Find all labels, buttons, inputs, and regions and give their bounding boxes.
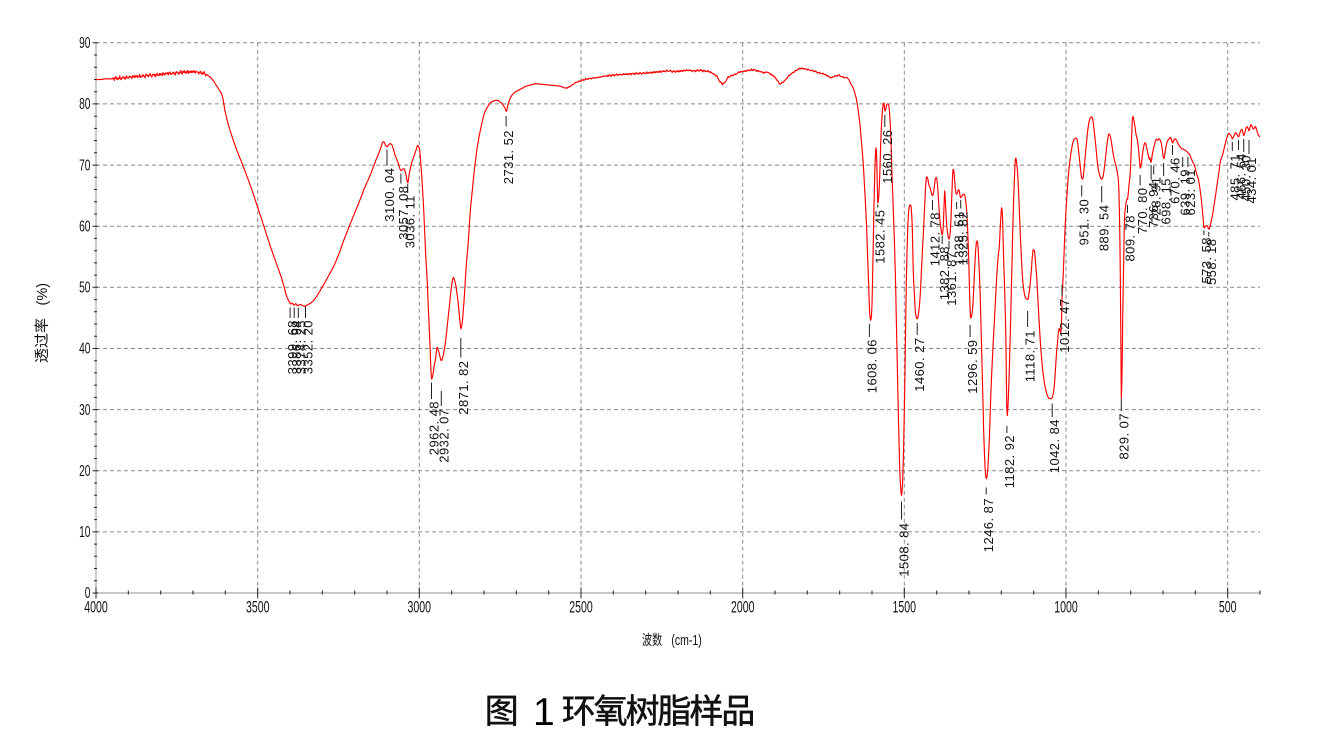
svg-text:40: 40 [79, 340, 90, 358]
svg-text:1042. 84: 1042. 84 [1047, 419, 1062, 473]
svg-text:450. 30: 450. 30 [1239, 155, 1254, 202]
svg-text:1361. 87: 1361. 87 [944, 252, 959, 306]
svg-text:1500: 1500 [893, 597, 917, 616]
svg-text:3100. 04: 3100. 04 [382, 168, 397, 222]
svg-text:500: 500 [1219, 597, 1237, 616]
svg-text:3386. 94: 3386. 94 [289, 320, 304, 374]
svg-text:2871. 82: 2871. 82 [456, 361, 471, 415]
svg-text:728. 91: 728. 91 [1149, 177, 1164, 224]
svg-text:80: 80 [79, 95, 90, 113]
svg-text:1338. 51: 1338. 51 [952, 212, 967, 266]
svg-text:1012. 47: 1012. 47 [1057, 299, 1072, 353]
svg-text:1582. 45: 1582. 45 [873, 210, 888, 264]
svg-text:1608. 06: 1608. 06 [864, 339, 879, 393]
svg-text:573. 58: 573. 58 [1199, 237, 1214, 284]
svg-text:60: 60 [79, 217, 90, 235]
svg-text:466. 64: 466. 64 [1234, 153, 1249, 200]
svg-text:1296. 59: 1296. 59 [965, 340, 980, 394]
svg-text:2932. 07: 2932. 07 [436, 409, 451, 463]
svg-text:623. 01: 623. 01 [1183, 169, 1198, 216]
svg-text:639. 19: 639. 19 [1178, 169, 1193, 216]
svg-text:2731. 52: 2731. 52 [501, 130, 516, 184]
svg-text:809. 78: 809. 78 [1123, 215, 1138, 262]
svg-text:3057. 08: 3057. 08 [396, 186, 411, 240]
svg-text:(%): (%) [35, 283, 51, 306]
svg-text:70: 70 [79, 156, 90, 174]
svg-text:736. 94: 736. 94 [1146, 182, 1161, 229]
svg-text:1118. 71: 1118. 71 [1023, 330, 1038, 382]
svg-text:698. 15: 698. 15 [1159, 178, 1174, 225]
svg-text:889. 54: 889. 54 [1097, 205, 1112, 252]
svg-text:951. 30: 951. 30 [1077, 199, 1092, 246]
svg-text:2962. 48: 2962. 48 [427, 401, 442, 455]
svg-text:1246. 87: 1246. 87 [981, 498, 996, 552]
svg-text:3399. 68: 3399. 68 [285, 320, 300, 374]
svg-text:3000: 3000 [408, 597, 432, 616]
svg-text:1000: 1000 [1054, 597, 1078, 616]
svg-text:20: 20 [79, 462, 90, 480]
svg-text:1508. 84: 1508. 84 [897, 523, 912, 577]
svg-text:(cm-1): (cm-1) [671, 631, 701, 648]
svg-text:0: 0 [85, 584, 91, 602]
svg-text:434. 01: 434. 01 [1244, 157, 1259, 204]
svg-text:558. 18: 558. 18 [1204, 239, 1219, 286]
svg-text:1560. 26: 1560. 26 [880, 130, 895, 184]
svg-text:1182. 92: 1182. 92 [1002, 435, 1017, 488]
svg-text:3036. 11: 3036. 11 [403, 195, 418, 248]
svg-text:3500: 3500 [246, 597, 270, 616]
svg-text:30: 30 [79, 401, 90, 419]
svg-text:10: 10 [79, 523, 90, 541]
svg-text:1382. 88: 1382. 88 [937, 246, 952, 300]
svg-text:1325. 82: 1325. 82 [956, 211, 971, 265]
svg-text:670. 46: 670. 46 [1168, 157, 1183, 204]
svg-text:90: 90 [79, 34, 90, 52]
svg-text:4000: 4000 [84, 597, 108, 616]
svg-text:1: 1 [533, 691, 555, 734]
svg-text:2500: 2500 [569, 597, 593, 616]
svg-text:50: 50 [79, 278, 90, 296]
svg-text:829. 07: 829. 07 [1116, 413, 1131, 460]
svg-text:3352. 20: 3352. 20 [301, 320, 316, 374]
svg-text:3374. 25: 3374. 25 [293, 320, 308, 374]
svg-text:770. 80: 770. 80 [1135, 188, 1150, 235]
svg-text:2000: 2000 [731, 597, 755, 616]
svg-text:1460. 27: 1460. 27 [912, 338, 927, 392]
svg-text:485. 71: 485. 71 [1227, 154, 1242, 201]
svg-text:1412. 78: 1412. 78 [928, 212, 943, 266]
